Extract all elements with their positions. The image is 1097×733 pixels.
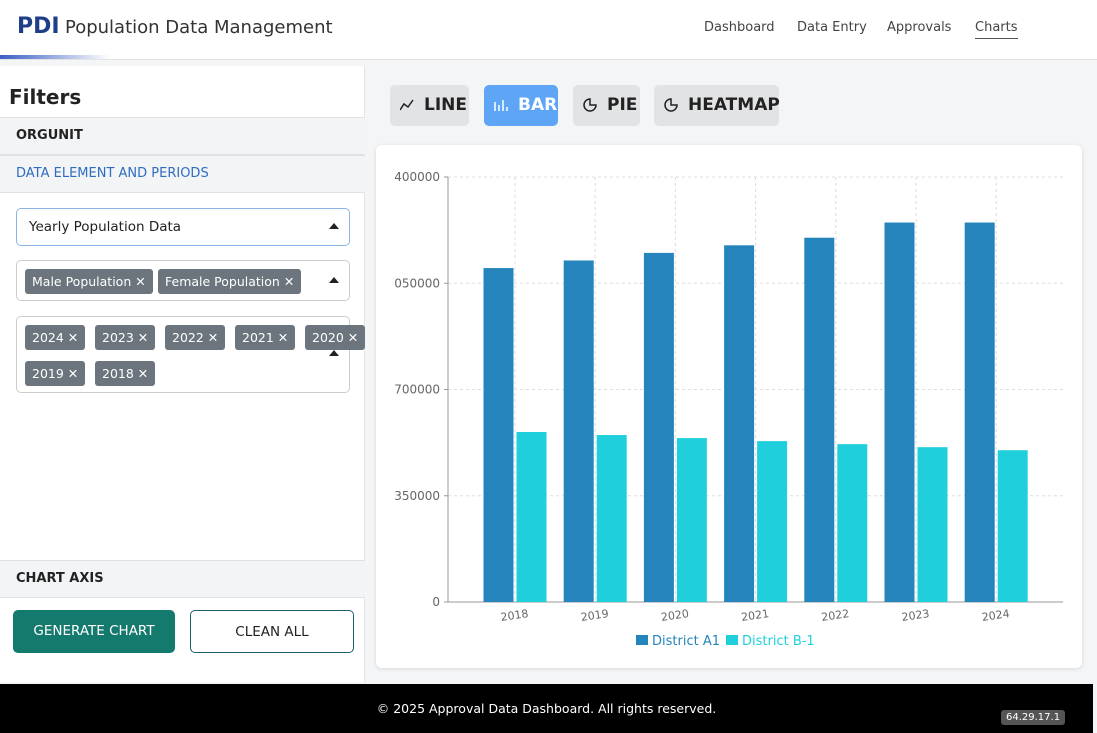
tag-remove[interactable]: ✕ bbox=[131, 274, 146, 289]
x-tick-label: 2021 bbox=[740, 607, 770, 624]
ip-badge: 64.29.17.1 bbox=[1001, 710, 1066, 725]
bar bbox=[917, 447, 948, 602]
tag[interactable]: 2021 ✕ bbox=[235, 325, 296, 350]
generate-button[interactable]: GENERATE CHART bbox=[13, 610, 175, 653]
tab-icon bbox=[400, 99, 414, 111]
tag[interactable]: 2024 ✕ bbox=[25, 325, 86, 350]
bar bbox=[483, 268, 514, 602]
tag-label: Male Population bbox=[32, 274, 132, 289]
chart-tab[interactable]: HEATMAP bbox=[654, 85, 780, 126]
nav-link[interactable]: Charts bbox=[975, 20, 1018, 39]
y-tick-label: 400000 bbox=[394, 170, 440, 184]
dataset-select[interactable]: Yearly Population Data bbox=[16, 208, 350, 246]
tag[interactable]: 2020 ✕ bbox=[305, 325, 366, 350]
nav-link[interactable]: Data Entry bbox=[797, 20, 867, 35]
tag-label: 2024 bbox=[32, 330, 64, 345]
dataset-value: Yearly Population Data bbox=[29, 219, 182, 235]
y-tick-label: 050000 bbox=[394, 276, 440, 290]
app-title: Population Data Management bbox=[65, 17, 333, 38]
x-tick-label: 2023 bbox=[901, 607, 931, 624]
nav-link[interactable]: Dashboard bbox=[704, 20, 775, 35]
filters-title: Filters bbox=[9, 85, 82, 109]
y-tick-label: 700000 bbox=[394, 383, 440, 397]
bar bbox=[837, 444, 868, 602]
bar bbox=[516, 432, 547, 602]
dropdown-arrow bbox=[329, 223, 339, 229]
tag[interactable]: 2019 ✕ bbox=[25, 361, 86, 386]
tab-icon bbox=[494, 100, 508, 111]
nav-link[interactable]: Approvals bbox=[887, 20, 952, 35]
y-tick-label: 350000 bbox=[394, 489, 440, 503]
tag-label: 2022 bbox=[172, 330, 204, 345]
tag-remove[interactable]: ✕ bbox=[63, 330, 79, 345]
bar bbox=[884, 222, 915, 602]
legend-label: District B-1 bbox=[742, 634, 815, 649]
tag-label: Female Population bbox=[165, 274, 280, 289]
dropdown-arrow bbox=[329, 350, 339, 356]
header bbox=[0, 0, 1097, 60]
tag[interactable]: 2018 ✕ bbox=[95, 361, 156, 386]
dropdown-arrow bbox=[329, 277, 339, 283]
chart-card: 0 350000 700000 050000 400000 2018 2019 2020 202… bbox=[376, 145, 1082, 668]
bar bbox=[676, 438, 707, 602]
tag-remove[interactable]: ✕ bbox=[279, 274, 295, 289]
bar bbox=[643, 252, 674, 602]
tag-label: 2020 bbox=[312, 330, 344, 345]
tag-label: 2019 bbox=[32, 366, 64, 381]
bar bbox=[724, 245, 755, 602]
element-select[interactable]: Male Population ✕ Female Population ✕ bbox=[16, 260, 350, 301]
tag-label: 2023 bbox=[102, 330, 134, 345]
header-accent bbox=[0, 55, 110, 59]
bar bbox=[563, 260, 594, 602]
tag[interactable]: 2023 ✕ bbox=[95, 325, 156, 350]
chart-tab[interactable]: BAR bbox=[484, 85, 558, 126]
tag-remove[interactable]: ✕ bbox=[273, 330, 289, 345]
footer: © 2025 Approval Data Dashboard. All righ… bbox=[0, 684, 1093, 733]
bar bbox=[997, 450, 1028, 602]
tag[interactable]: 2022 ✕ bbox=[165, 325, 226, 350]
tag-label: 2021 bbox=[242, 330, 274, 345]
data-section[interactable]: DATA ELEMENT AND PERIODS bbox=[0, 155, 365, 193]
tab-icon bbox=[583, 98, 597, 112]
bar bbox=[596, 435, 627, 602]
tag-label: 2018 bbox=[102, 366, 134, 381]
legend-label: District A1 bbox=[652, 634, 720, 649]
clean-button[interactable]: CLEAN ALL bbox=[190, 610, 354, 653]
tab-icon bbox=[664, 98, 678, 112]
bar bbox=[804, 237, 835, 602]
legend-swatch bbox=[726, 635, 738, 645]
tag-remove[interactable]: ✕ bbox=[133, 366, 149, 381]
tag[interactable]: Female Population ✕ bbox=[158, 269, 302, 294]
axis-section[interactable]: CHART AXIS bbox=[0, 560, 365, 598]
period-select[interactable]: 2024 ✕ 2023 ✕ 2022 ✕ 2021 ✕ 2020 ✕ 2019 ✕ 2018… bbox=[16, 316, 366, 393]
x-tick-label: 2020 bbox=[660, 607, 690, 624]
chart-tab[interactable]: PIE bbox=[573, 85, 640, 126]
logo: PDI bbox=[17, 14, 60, 39]
tag-remove[interactable]: ✕ bbox=[343, 330, 359, 345]
orgunit-section[interactable]: ORGUNIT bbox=[0, 117, 365, 155]
x-tick-label: 2019 bbox=[580, 607, 610, 624]
tag-remove[interactable]: ✕ bbox=[133, 330, 149, 345]
y-tick-label: 0 bbox=[432, 595, 440, 609]
x-tick-label: 2024 bbox=[981, 607, 1011, 624]
chart-tab[interactable]: LINE bbox=[390, 85, 469, 126]
tag[interactable]: Male Population ✕ bbox=[25, 269, 153, 294]
bar bbox=[964, 222, 995, 602]
bar bbox=[757, 441, 788, 602]
x-tick-label: 2018 bbox=[500, 607, 530, 624]
tag-remove[interactable]: ✕ bbox=[203, 330, 219, 345]
x-tick-label: 2022 bbox=[821, 607, 851, 624]
chart: 0 350000 700000 050000 400000 2018 2019 2020 202… bbox=[394, 170, 1063, 649]
legend-swatch bbox=[636, 635, 648, 645]
tag-remove[interactable]: ✕ bbox=[63, 366, 79, 381]
